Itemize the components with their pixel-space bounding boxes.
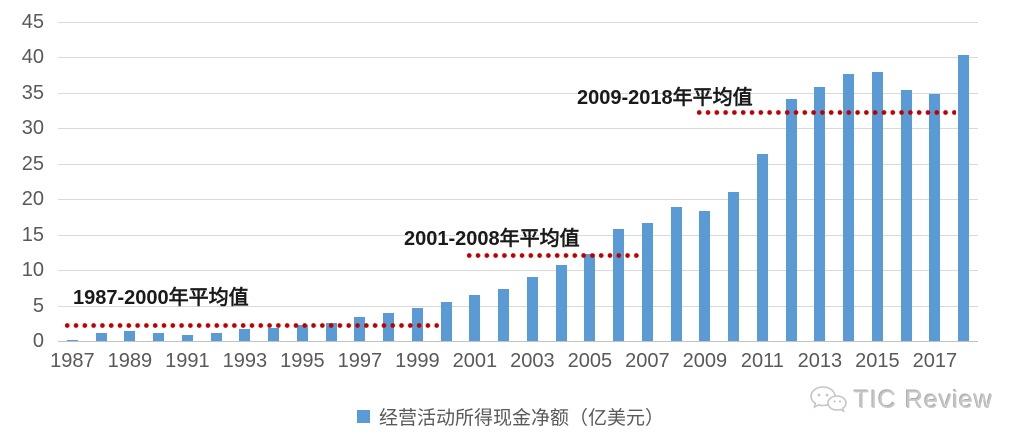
- y-tick-label: 10: [21, 259, 44, 282]
- x-tick-label: 1989: [107, 350, 153, 372]
- bar-1989: [124, 331, 136, 341]
- x-tick-label: 1987: [50, 350, 95, 372]
- bar-2013: [814, 87, 826, 341]
- gridline-15: [58, 235, 978, 236]
- x-tick-label: 2015: [855, 350, 900, 372]
- x-tick-label: 2017: [912, 350, 958, 372]
- y-tick-label: 25: [21, 152, 44, 175]
- bar-2007: [641, 222, 653, 341]
- bar-1993: [239, 328, 251, 341]
- average-line-label-3: 2009-2018年平均值: [577, 87, 753, 109]
- y-tick-label: 40: [21, 46, 44, 69]
- bar-2009: [699, 211, 711, 341]
- x-tick-label: 1993: [222, 350, 268, 372]
- bar-2011: [756, 153, 768, 341]
- gridline-0: [58, 341, 978, 342]
- gridline-40: [58, 57, 978, 58]
- bar-2006: [613, 229, 625, 341]
- y-tick-label: 35: [21, 81, 44, 104]
- y-tick-label: 15: [21, 223, 44, 246]
- gridline-10: [58, 270, 978, 271]
- bar-1995: [296, 324, 308, 341]
- legend-label: 经营活动所得现金净额（亿美元）: [378, 408, 664, 429]
- bar-1994: [268, 327, 280, 341]
- bar-2014: [843, 73, 855, 341]
- legend-swatch: [356, 410, 370, 423]
- y-tick-label: 30: [21, 117, 44, 140]
- x-tick-label: 2005: [567, 350, 613, 372]
- bar-2010: [728, 192, 740, 341]
- bar-2016: [900, 90, 912, 341]
- x-tick-label: 2003: [510, 350, 555, 372]
- bar-2005: [584, 253, 596, 341]
- bar-2012: [785, 98, 797, 341]
- gridline-35: [58, 93, 978, 94]
- bar-2002: [498, 288, 510, 341]
- x-tick-label: 2011: [740, 350, 784, 372]
- bar-1997: [354, 316, 366, 341]
- bar-2000: [440, 302, 452, 341]
- bar-1987: [66, 340, 78, 341]
- bar-2015: [871, 71, 883, 341]
- bar-1992: [210, 332, 222, 341]
- x-tick-label: 2001: [452, 350, 498, 372]
- bar-2001: [469, 294, 481, 341]
- legend: 经营活动所得现金净额（亿美元）: [0, 403, 1021, 430]
- average-line-2: [467, 252, 640, 258]
- x-tick-label: 1997: [337, 350, 383, 372]
- gridline-20: [58, 199, 978, 200]
- x-tick-label: 2013: [797, 350, 843, 372]
- watermark: TIC Review: [809, 385, 993, 415]
- gridline-45: [58, 22, 978, 23]
- bar-2003: [526, 277, 538, 341]
- bar-2004: [555, 265, 567, 341]
- x-tick-label: 1999: [395, 350, 440, 372]
- bar-2018: [958, 55, 970, 341]
- average-line-label-1: 1987-2000年平均值: [73, 287, 249, 309]
- y-tick-label: 20: [21, 188, 44, 211]
- gridline-5: [58, 306, 978, 307]
- bar-2008: [670, 207, 682, 341]
- x-tick-label: 2007: [625, 350, 670, 372]
- bar-1996: [325, 323, 337, 341]
- y-tick-label: 45: [21, 11, 44, 33]
- x-tick-label: 1995: [280, 350, 325, 372]
- x-tick-label: 1991: [165, 350, 210, 372]
- gridline-25: [58, 164, 978, 165]
- average-line-1: [64, 322, 439, 328]
- average-line-label-2: 2001-2008年平均值: [404, 228, 580, 250]
- watermark-text: TIC Review: [853, 385, 993, 414]
- x-tick-label: 2009: [682, 350, 728, 372]
- bar-1991: [181, 335, 193, 341]
- bar-2017: [929, 93, 941, 341]
- y-tick-label: 5: [32, 294, 44, 317]
- average-line-3: [697, 110, 957, 116]
- wechat-icon: [810, 386, 847, 413]
- y-tick-label: 0: [32, 330, 44, 352]
- gridline-30: [58, 128, 978, 129]
- bar-1990: [153, 333, 165, 341]
- bar-1988: [95, 333, 107, 341]
